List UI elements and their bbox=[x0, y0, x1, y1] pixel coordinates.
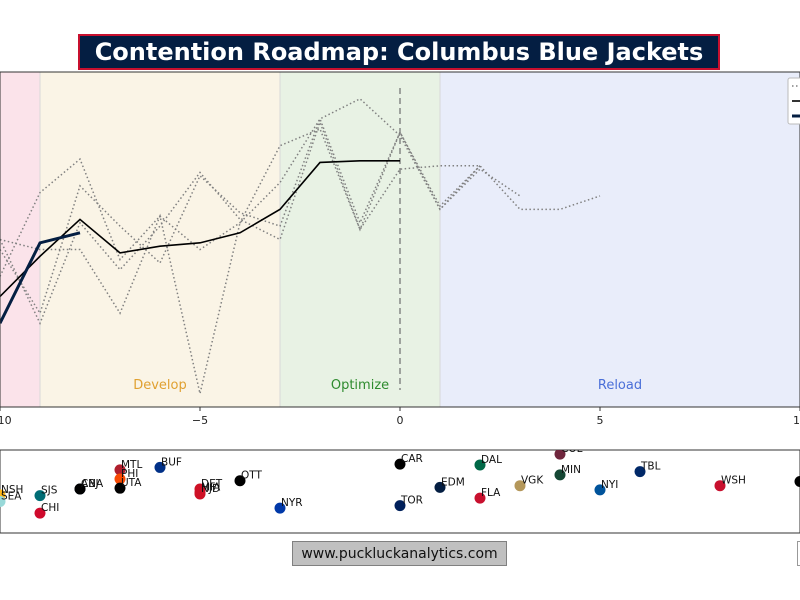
corner-box bbox=[797, 541, 800, 566]
team-label: FLA bbox=[481, 487, 501, 499]
team-label: CHI bbox=[41, 502, 59, 514]
team-point bbox=[714, 480, 726, 492]
phase-label: Optimize bbox=[331, 378, 389, 393]
comparable-series-line bbox=[0, 97, 481, 315]
plot-area: Develop Optimize Reload bbox=[0, 72, 800, 407]
team-point bbox=[34, 507, 46, 519]
team-point bbox=[34, 490, 46, 502]
website-footer: www.puckluckanalytics.com bbox=[292, 541, 507, 566]
phase-band bbox=[0, 72, 40, 407]
team-label: WSH bbox=[721, 475, 746, 487]
team-point bbox=[514, 480, 526, 492]
team-label: ANA bbox=[81, 478, 104, 490]
team-point bbox=[234, 475, 246, 487]
chart-title: Contention Roadmap: Columbus Blue Jacket… bbox=[78, 34, 720, 70]
team-label: MIA bbox=[201, 481, 221, 493]
team-label: CAR bbox=[401, 453, 423, 465]
team-label: BUF bbox=[161, 456, 182, 468]
phase-band bbox=[440, 72, 800, 407]
x-tick-label: −5 bbox=[192, 414, 208, 427]
team-point bbox=[554, 469, 566, 481]
team-label: EDM bbox=[441, 476, 465, 488]
team-point bbox=[274, 502, 286, 514]
team-label: NYI bbox=[601, 479, 618, 491]
phase-label: Reload bbox=[598, 378, 642, 393]
team-point bbox=[394, 500, 406, 512]
team-point bbox=[114, 464, 126, 476]
team-label: NJD bbox=[201, 483, 220, 495]
team-label: UTA bbox=[121, 477, 142, 489]
x-tick-label: 0 bbox=[397, 414, 404, 427]
team-label: NYR bbox=[281, 497, 303, 509]
team-point bbox=[594, 484, 606, 496]
team-label: TOR bbox=[400, 495, 423, 507]
comparable-series-line bbox=[0, 120, 521, 326]
x-tick-label: 5 bbox=[597, 414, 604, 427]
team-label: DAL bbox=[481, 454, 502, 466]
team-point bbox=[0, 495, 6, 507]
team-label: OTT bbox=[241, 470, 262, 482]
team-label: PHI bbox=[121, 468, 138, 480]
team-series-line bbox=[0, 231, 81, 324]
team-point bbox=[434, 481, 446, 493]
team-label: SJS bbox=[41, 485, 58, 497]
team-label: TBL bbox=[640, 461, 661, 473]
phase-band bbox=[280, 72, 440, 407]
legend bbox=[787, 77, 800, 125]
team-label: VGK bbox=[521, 475, 544, 487]
team-point bbox=[74, 483, 86, 495]
team-label: MIN bbox=[561, 464, 581, 476]
team-label: MTL bbox=[121, 459, 142, 471]
team-label: SEA bbox=[1, 490, 22, 502]
x-tick-label: 10 bbox=[793, 414, 800, 427]
team-point bbox=[394, 458, 406, 470]
team-label: CBJ bbox=[81, 478, 99, 490]
team-label: NSH bbox=[1, 484, 23, 496]
team-label: DET bbox=[201, 478, 223, 490]
team-point bbox=[114, 482, 126, 494]
team-point bbox=[474, 459, 486, 471]
team-point bbox=[154, 461, 166, 473]
team-point bbox=[554, 450, 566, 460]
team-point bbox=[794, 476, 800, 488]
x-tick-label: −10 bbox=[0, 414, 12, 427]
team-point bbox=[114, 473, 126, 485]
team-label: COL bbox=[561, 443, 583, 455]
team-point bbox=[194, 488, 206, 500]
team-point bbox=[474, 492, 486, 504]
phase-band bbox=[40, 72, 280, 407]
team-point bbox=[634, 466, 646, 478]
average-series-line bbox=[0, 159, 400, 298]
comparable-series-line bbox=[0, 127, 601, 277]
comparable-series-line bbox=[0, 117, 481, 394]
phase-label: Develop bbox=[133, 378, 187, 393]
